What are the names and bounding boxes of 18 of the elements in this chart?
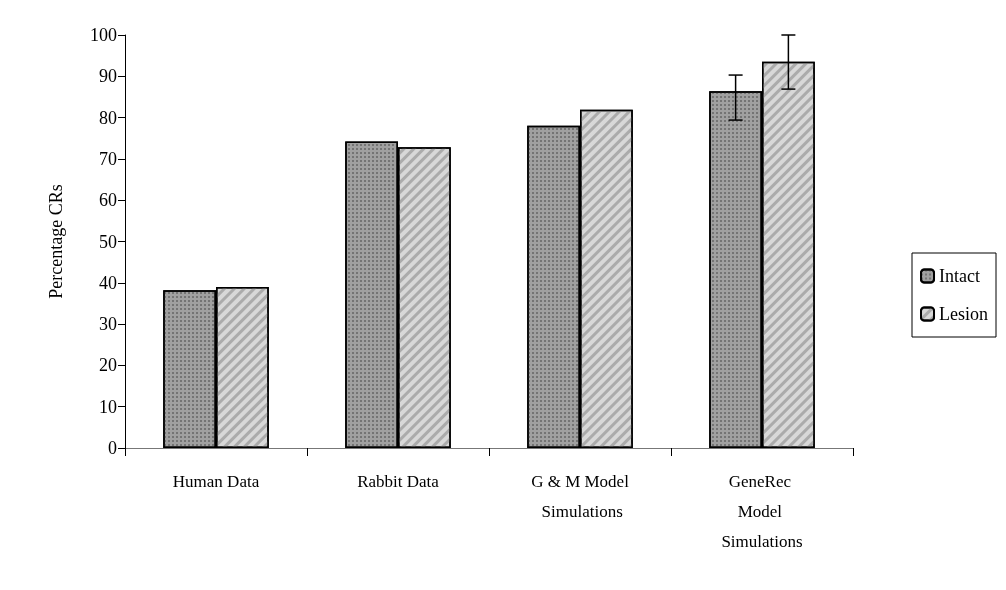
y-tick-label: 60 <box>99 190 117 211</box>
y-axis-title: Percentage CRs <box>46 184 66 299</box>
y-tick-label: 20 <box>99 355 117 376</box>
y-tick-label: 10 <box>99 396 117 417</box>
x-tick-label: G & M Model Simulations <box>531 471 630 521</box>
y-tick-label: 70 <box>99 148 117 169</box>
x-tick-label: GeneRec Model Simulations <box>721 471 803 551</box>
y-tick-label: 30 <box>99 314 117 335</box>
y-tick-label: 50 <box>99 231 117 252</box>
y-tick-label: 0 <box>108 438 117 458</box>
legend-label: Lesion <box>939 304 989 324</box>
x-tick-label: Rabbit Data <box>357 471 440 491</box>
y-tick-label: 100 <box>90 25 117 45</box>
x-tick-label: Human Data <box>172 471 260 491</box>
y-tick-label: 80 <box>99 107 117 128</box>
legend-label: Intact <box>939 266 980 286</box>
y-tick-label: 40 <box>99 272 117 293</box>
y-tick-label: 90 <box>99 66 117 87</box>
